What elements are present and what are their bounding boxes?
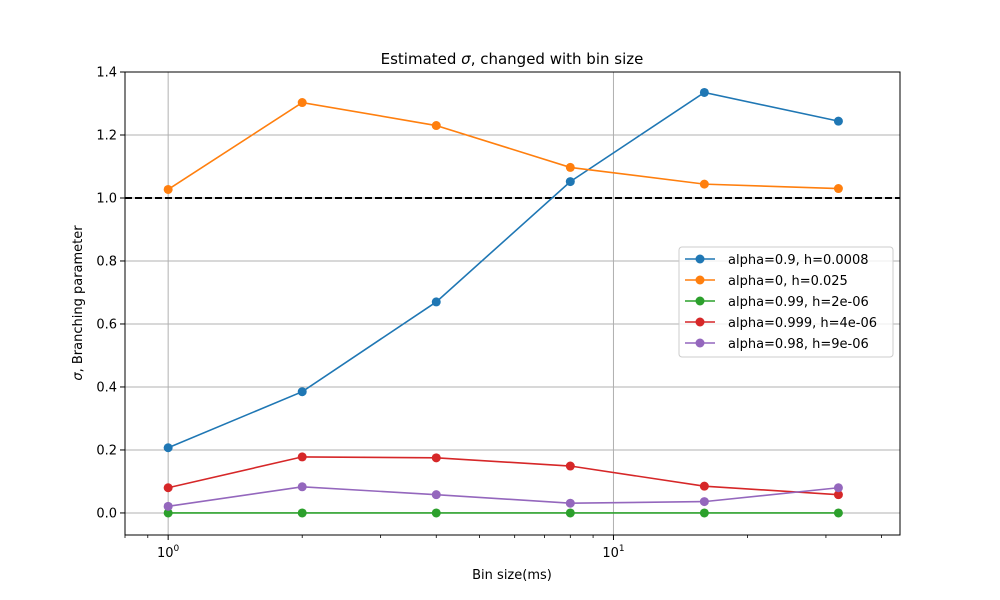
data-point <box>699 508 709 518</box>
data-point <box>833 490 843 500</box>
y-tick-label: 1.0 <box>96 191 117 206</box>
series-5 <box>163 482 843 511</box>
data-point <box>297 508 307 518</box>
y-tick-label: 0.0 <box>96 506 117 521</box>
y-tick-label: 1.2 <box>96 128 117 143</box>
series-line <box>168 486 839 508</box>
legend-entry: alpha=0.99, h=2e-06 <box>685 295 869 310</box>
legend-label: alpha=0, h=0.025 <box>728 274 848 289</box>
data-point <box>699 497 709 507</box>
y-tick-label: 0.4 <box>96 380 117 395</box>
data-point <box>833 483 843 493</box>
data-point <box>297 452 307 462</box>
x-tick-label: 101 <box>602 544 624 561</box>
data-point <box>431 490 441 500</box>
y-tick-label: 0.8 <box>96 254 117 269</box>
data-point <box>297 98 307 108</box>
data-point <box>699 179 709 189</box>
data-point <box>163 483 173 493</box>
data-point <box>163 508 173 518</box>
legend-marker <box>695 254 705 264</box>
x-axis-ticks: 100 101 <box>124 535 882 561</box>
legend: alpha=0.9, h=0.0008 alpha=0, h=0.025 alpha… <box>678 246 894 358</box>
legend-box <box>678 246 894 358</box>
series-line <box>167 456 839 496</box>
data-point <box>297 482 307 492</box>
series-2 <box>163 98 843 194</box>
data-point <box>297 387 307 397</box>
y-axis-title: σ, Branching parameter <box>71 225 86 381</box>
data-point <box>431 121 441 131</box>
x-axis-title: Bin size(ms) <box>472 568 552 583</box>
legend-entry: alpha=0.98, h=9e-06 <box>685 337 869 352</box>
y-axis-ticks: 0.0 0.2 0.4 0.6 0.8 1.0 1.2 1.4 <box>96 66 125 521</box>
legend-entry: alpha=0.999, h=4e-06 <box>685 316 877 331</box>
series-line <box>167 101 839 191</box>
data-point <box>565 508 575 518</box>
legend-label: alpha=0.9, h=0.0008 <box>728 253 869 268</box>
series-1 <box>163 87 843 453</box>
y-tick-label: 0.6 <box>96 317 117 332</box>
data-point <box>431 508 441 518</box>
data-point <box>163 443 173 453</box>
legend-marker <box>695 296 705 306</box>
data-point <box>833 184 843 194</box>
data-point <box>833 508 843 518</box>
series-4 <box>163 452 843 500</box>
data-point <box>431 453 441 463</box>
data-point <box>163 501 173 511</box>
data-point <box>565 177 575 187</box>
data-point <box>565 162 575 172</box>
series-group <box>163 87 843 518</box>
data-point <box>833 116 843 126</box>
legend-marker <box>695 275 705 285</box>
legend-entry: alpha=0.9, h=0.0008 <box>685 253 869 268</box>
series-line <box>167 91 839 449</box>
legend-label: alpha=0.999, h=4e-06 <box>728 316 877 331</box>
legend-label: alpha=0.98, h=9e-06 <box>728 337 869 352</box>
data-point <box>163 184 173 194</box>
legend-entry: alpha=0, h=0.025 <box>685 274 848 289</box>
legend-marker <box>695 317 705 327</box>
legend-marker <box>695 338 705 348</box>
data-point <box>431 297 441 307</box>
x-tick-label: 100 <box>157 544 180 561</box>
data-point <box>699 87 709 97</box>
series-3 <box>163 508 843 518</box>
legend-label: alpha=0.99, h=2e-06 <box>728 295 869 310</box>
data-point <box>565 498 575 508</box>
data-point <box>699 481 709 491</box>
chart-title: Estimated σ, changed with bin size <box>381 50 644 68</box>
data-point <box>565 461 575 471</box>
y-tick-label: 1.4 <box>96 66 117 81</box>
y-tick-label: 0.2 <box>96 443 117 458</box>
plot-frame <box>124 71 901 536</box>
